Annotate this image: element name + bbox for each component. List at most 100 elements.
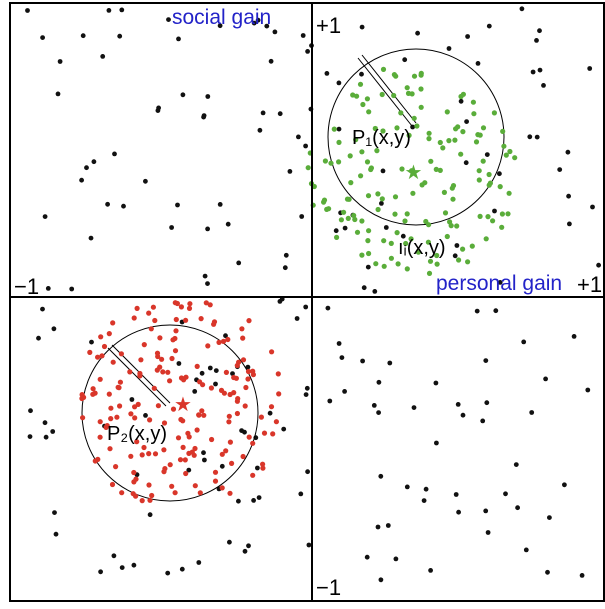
group-p2-member <box>95 456 101 462</box>
group-p1-member <box>426 222 432 228</box>
group-p2-member <box>146 451 152 457</box>
group-p1-member <box>364 96 370 102</box>
group-p2-member <box>90 391 96 397</box>
group-p1-member <box>374 148 380 154</box>
agent-point <box>213 368 219 373</box>
agent-point <box>385 523 391 528</box>
group-p1-member <box>434 261 440 267</box>
agent-point <box>497 280 503 285</box>
agent-point <box>402 57 408 63</box>
group-p1-member <box>460 129 466 135</box>
agent-point <box>111 553 117 559</box>
agent-point <box>513 462 519 467</box>
agent-point <box>404 484 410 490</box>
group-p2-member <box>260 465 266 471</box>
agent-point <box>296 134 301 140</box>
group-p2-member <box>80 415 86 421</box>
agent-point <box>336 126 342 132</box>
agent-point <box>434 440 439 446</box>
group-p1-member <box>365 238 371 244</box>
groups-layer: ★ ★ <box>79 48 518 504</box>
group-p2-member <box>258 414 264 420</box>
group-p2-member <box>119 490 125 496</box>
group-p2-member <box>178 304 184 310</box>
group-p2-member <box>106 331 112 337</box>
group-p1-member <box>392 211 398 217</box>
agent-point <box>299 214 305 219</box>
group-p1-member <box>394 230 400 236</box>
group-p1-member <box>477 132 483 138</box>
group-p2-member <box>186 305 193 311</box>
agent-point <box>119 7 125 13</box>
group-p2-member <box>219 451 225 457</box>
agent-point <box>324 71 330 76</box>
agent-point <box>236 498 241 504</box>
agent-point <box>176 361 182 366</box>
agent-point <box>433 380 439 386</box>
group-p2-member <box>132 415 138 421</box>
agent-point <box>519 6 525 12</box>
agent-point <box>537 28 542 34</box>
agent-point <box>205 94 211 99</box>
social-gain-label: social gain <box>172 6 271 29</box>
agent-point <box>565 149 571 155</box>
group-p2-member <box>250 472 256 478</box>
agent-point <box>239 428 245 433</box>
agent-point <box>80 33 86 39</box>
group-p1-member <box>434 252 440 259</box>
group-p1-member <box>470 99 476 105</box>
agent-point <box>84 165 89 171</box>
group-p1-member <box>336 159 342 165</box>
group-p2-member <box>131 315 137 321</box>
group-p2-member <box>107 446 113 452</box>
agent-point <box>485 530 491 535</box>
group-p2-member <box>187 301 193 307</box>
group-p1-member <box>336 139 342 145</box>
group-p1-member <box>392 194 399 200</box>
agent-point <box>530 69 536 75</box>
agent-point <box>306 542 312 548</box>
agent-point <box>493 308 499 314</box>
agent-point <box>303 392 309 397</box>
group-p2-member <box>236 359 242 365</box>
group-p2-member <box>216 339 222 345</box>
agent-point <box>223 333 228 339</box>
group-p1-member <box>458 151 464 157</box>
group-p2-member <box>269 349 275 355</box>
agent-point <box>121 203 126 209</box>
agent-point <box>446 46 452 51</box>
group-p2-member <box>219 485 225 491</box>
group-p1-radius <box>357 57 413 127</box>
group-p1-member <box>322 158 328 164</box>
agent-point <box>300 33 306 38</box>
agent-point <box>305 49 310 54</box>
group-p2-member <box>208 385 214 391</box>
group-p2-member <box>273 419 279 425</box>
group-p2-member <box>134 439 140 445</box>
agent-point <box>458 98 464 104</box>
agent-point <box>480 418 486 424</box>
group-p1-member <box>375 191 381 197</box>
personal-gain-label: personal gain <box>436 272 562 295</box>
agent-point <box>225 221 231 227</box>
agent-point <box>415 30 420 36</box>
agent-point <box>336 80 342 86</box>
group-p1-member <box>437 139 443 146</box>
group-p1-member <box>359 252 365 258</box>
group-p1-member <box>398 110 404 116</box>
agent-point <box>393 556 399 562</box>
group-p1-member <box>351 212 357 219</box>
agent-point <box>251 498 256 503</box>
group-p1-member <box>499 224 505 230</box>
group-p2-member <box>240 335 246 341</box>
group-p2-member <box>117 403 123 409</box>
group-p2-member <box>183 317 189 323</box>
group-p1-member <box>426 130 432 136</box>
group-p1-member <box>480 158 486 164</box>
agent-point <box>246 543 251 549</box>
group-p1-member <box>408 236 414 242</box>
group-p2-member <box>135 401 141 407</box>
group-p2-member <box>207 302 213 308</box>
group-p2-member <box>178 375 185 381</box>
